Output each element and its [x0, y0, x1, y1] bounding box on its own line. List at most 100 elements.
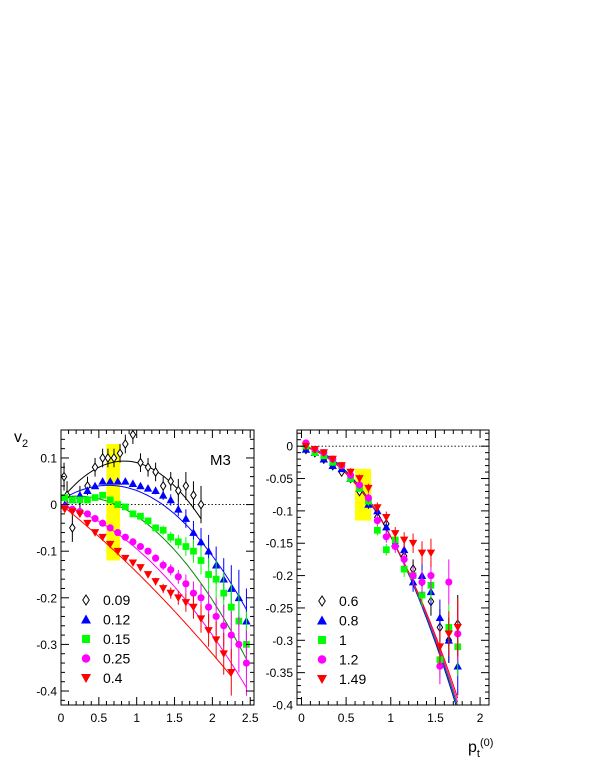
fit-curve [61, 504, 232, 677]
data-point [128, 479, 138, 487]
legend-marker [317, 655, 327, 664]
data-point [364, 484, 373, 493]
legend-label: 0.15 [103, 631, 130, 647]
data-point [136, 542, 145, 551]
data-point [220, 622, 228, 630]
data-point [129, 538, 137, 546]
data-point [158, 491, 168, 499]
data-point [426, 549, 436, 558]
legend-marker [318, 636, 326, 644]
x-tick-label: 2 [209, 711, 216, 725]
data-point [212, 612, 220, 621]
x-tick-label: 2.5 [242, 711, 259, 725]
data-point [152, 554, 160, 562]
data-point [76, 496, 84, 504]
data-point [174, 538, 182, 546]
plot-area [297, 439, 489, 705]
data-point [417, 549, 427, 558]
data-point [122, 438, 129, 450]
data-point [205, 603, 213, 611]
data-point [435, 643, 445, 651]
data-point [436, 662, 444, 670]
data-point [227, 603, 235, 611]
data-point [105, 477, 115, 485]
legend-marker [318, 595, 326, 607]
plot-area [61, 430, 254, 696]
data-point [128, 559, 138, 568]
data-point [409, 572, 417, 580]
data-point [166, 589, 175, 598]
data-point [90, 481, 100, 490]
data-point [69, 522, 76, 533]
data-point [113, 477, 122, 485]
data-point [99, 452, 106, 464]
data-point [99, 491, 106, 499]
panel-tag: M3 [210, 452, 231, 469]
data-point [374, 526, 381, 534]
data-point [181, 514, 191, 522]
data-point [355, 481, 364, 489]
data-point [166, 495, 175, 504]
data-point [91, 514, 99, 523]
legend-label: 0.12 [103, 612, 130, 628]
plot-frame [60, 429, 255, 706]
data-point [121, 503, 129, 511]
data-point [220, 589, 228, 597]
x-axis-label: pt(0) [468, 737, 493, 760]
data-point [219, 650, 228, 658]
legend-label: 0.09 [103, 592, 130, 608]
data-point [158, 585, 168, 593]
data-point [182, 480, 190, 492]
data-point [75, 510, 85, 519]
data-point [105, 540, 115, 549]
data-point [83, 510, 92, 518]
data-point [114, 528, 122, 537]
data-point [382, 522, 391, 531]
plot-frame [296, 429, 490, 706]
x-tick-label: 1 [387, 711, 394, 725]
data-point [337, 462, 346, 470]
data-point [227, 631, 235, 639]
y-tick-label: -0.4 [272, 699, 293, 713]
data-point [167, 476, 175, 487]
data-point [182, 580, 190, 588]
data-point [391, 542, 399, 551]
data-point [152, 524, 159, 532]
x-tick-label: 1.5 [427, 711, 444, 725]
data-point [391, 530, 400, 538]
fit-curve [301, 445, 457, 705]
x-tick-label: 0 [58, 711, 65, 725]
y-tick-label: -0.25 [266, 601, 294, 615]
x-tick-label: 2 [477, 711, 484, 725]
data-point [90, 529, 100, 537]
legend-label: 0.6 [339, 593, 359, 609]
data-point [242, 659, 251, 667]
data-point [364, 494, 373, 502]
y-tick-label: -0.15 [266, 537, 294, 551]
data-point [68, 508, 77, 516]
data-point [373, 504, 382, 512]
data-point [197, 594, 205, 602]
data-point [418, 578, 426, 586]
data-point [190, 490, 197, 501]
y-tick-label: -0.05 [266, 472, 294, 486]
legend-label: 1.49 [339, 671, 366, 687]
data-point [61, 505, 69, 514]
data-point [159, 480, 167, 492]
data-point [204, 546, 213, 555]
data-point [444, 630, 454, 639]
data-point [91, 462, 99, 473]
data-point [144, 517, 152, 525]
data-point [373, 517, 381, 525]
data-point [174, 594, 183, 602]
data-point [106, 524, 114, 532]
data-point [144, 547, 152, 555]
data-point [310, 446, 320, 454]
data-point [129, 430, 137, 440]
data-point [197, 557, 205, 564]
y-tick-label: -0.2 [272, 569, 293, 583]
data-point [136, 564, 145, 572]
data-point [61, 494, 69, 501]
legend-marker [82, 594, 90, 606]
legend: 0.6 0.8 1 1.2 1.49 [317, 593, 366, 687]
